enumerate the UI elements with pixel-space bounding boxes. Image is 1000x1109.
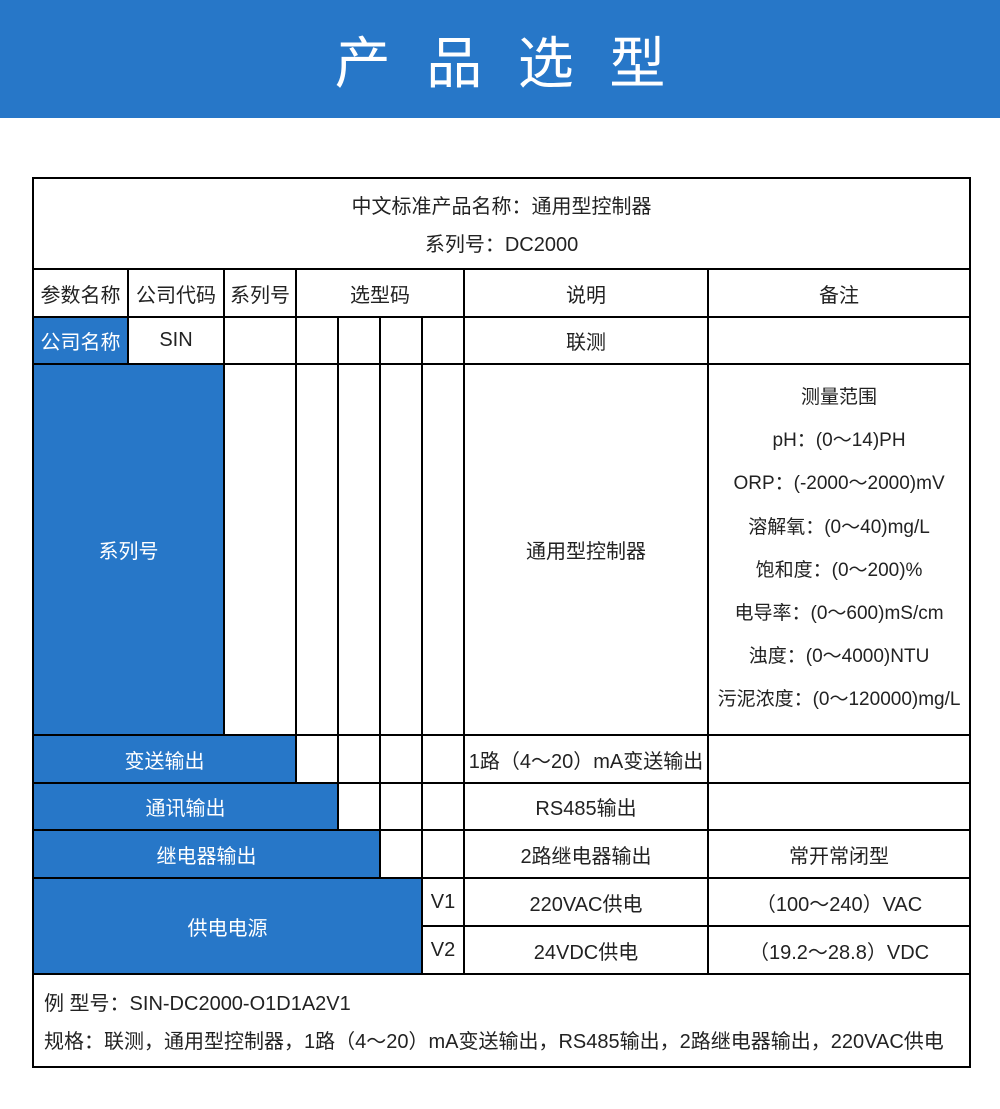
comm-description-cell: RS485输出 [463,782,709,831]
spec-line: 规格：联测，通用型控制器，1路（4～20）mA变送输出，RS485输出，2路继电… [44,1031,944,1054]
company-name-row: 公司名称 SIN 联测 [32,316,972,365]
measurement-range-list: 测量范围 pH：(0～14)PH ORP：(-2000～2000)mV 溶解氧：… [710,367,968,732]
selection-code-empty-cell [379,734,423,784]
footer-row: 例 型号：SIN-DC2000-O1D1A2V1 规格：联测，通用型控制器，1路… [31,973,972,1068]
selection-code-empty-cell [421,316,465,365]
series-remark-cell: 测量范围 pH：(0～14)PH ORP：(-2000～2000)mV 溶解氧：… [706,363,972,736]
measurement-range-orp: ORP：(-2000～2000)mV [733,473,945,495]
relay-output-row: 继电器输出 2路继电器输出 常开常闭型 [32,829,972,879]
table-title-row: 中文标准产品名称：通用型控制器 系列号：DC2000 [31,177,972,270]
selection-code-empty-cell [337,363,381,736]
header-description: 说明 [463,268,709,318]
power-v2-remark-cell: （19.2～28.8）VDC [706,925,972,975]
measurement-range-ph: pH：(0～14)PH [772,430,906,452]
selection-code-empty-cell [421,734,465,784]
measurement-range-sludge: 污泥浓度：(0～120000)mg/L [717,688,961,710]
measurement-range-title: 测量范围 [801,387,878,409]
transmit-description-cell: 1路（4～20）mA变送输出 [463,734,709,784]
selection-code-empty-cell [295,734,339,784]
header-remark: 备注 [706,268,972,318]
relay-description-cell: 2路继电器输出 [463,829,709,879]
selection-code-empty-cell [379,782,423,831]
comm-output-row: 通讯输出 RS485输出 [32,782,972,831]
selection-code-empty-cell [421,829,465,879]
selection-code-empty-cell [379,363,423,736]
power-v1-remark-cell: （100～240）VAC [706,877,972,927]
page-banner: 产 品 选 型 [0,0,1000,118]
company-code-cell: SIN [127,316,225,365]
power-code-v2-cell: V2 [421,925,465,975]
product-name-line: 中文标准产品名称：通用型控制器 [351,196,652,218]
series-label-cell: 系列号 [32,363,225,736]
page-title: 产 品 选 型 [334,31,676,95]
series-code-empty-cell [223,363,297,736]
header-selection-code: 选型码 [295,268,465,318]
selection-code-empty-cell [421,782,465,831]
company-remark-cell [706,316,972,365]
measurement-range-turbidity: 浊度：(0～4000)NTU [748,645,930,667]
transmit-remark-cell [706,734,972,784]
header-row: 参数名称 公司代码 系列号 选型码 说明 备注 [32,268,972,318]
product-selection-table: 中文标准产品名称：通用型控制器 系列号：DC2000 参数名称 公司代码 系列号… [31,177,972,1068]
table-title-cell: 中文标准产品名称：通用型控制器 系列号：DC2000 [31,177,972,270]
comm-output-label-cell: 通讯输出 [32,782,339,831]
series-description-cell: 通用型控制器 [463,363,709,736]
power-code-v1-cell: V1 [421,877,465,927]
series-row: 系列号 通用型控制器 测量范围 pH：(0～14)PH ORP：(-2000～2… [32,363,972,736]
header-series-no: 系列号 [223,268,297,318]
measurement-range-saturation: 饱和度：(0～200)% [755,559,923,581]
company-series-empty-cell [223,316,297,365]
selection-code-empty-cell [337,734,381,784]
comm-remark-cell [706,782,972,831]
power-v2-description-cell: 24VDC供电 [463,925,709,975]
measurement-range-conductivity: 电导率：(0～600)mS/cm [734,602,944,624]
measurement-range-do: 溶解氧：(0～40)mg/L [748,516,930,538]
footer-cell: 例 型号：SIN-DC2000-O1D1A2V1 规格：联测，通用型控制器，1路… [31,973,972,1068]
transmit-output-row: 变送输出 1路（4～20）mA变送输出 [32,734,972,784]
selection-code-empty-cell [337,316,381,365]
company-name-label-cell: 公司名称 [32,316,129,365]
selection-code-empty-cell [337,782,381,831]
selection-code-empty-cell [295,363,339,736]
series-number-line: 系列号：DC2000 [424,234,579,256]
power-v1-description-cell: 220VAC供电 [463,877,709,927]
header-company-code: 公司代码 [127,268,225,318]
transmit-output-label-cell: 变送输出 [32,734,297,784]
header-param-name: 参数名称 [32,268,129,318]
power-supply-row-v2: V2 24VDC供电 （19.2～28.8）VDC [33,925,972,975]
relay-remark-cell: 常开常闭型 [706,829,972,879]
selection-code-empty-cell [421,363,465,736]
relay-output-label-cell: 继电器输出 [32,829,381,879]
power-supply-label-cell: 供电电源 [32,877,423,975]
selection-code-empty-cell [379,829,423,879]
selection-code-empty-cell [295,316,339,365]
company-description-cell: 联测 [463,316,709,365]
selection-code-empty-cell [379,316,423,365]
example-model-line: 例 型号：SIN-DC2000-O1D1A2V1 [44,992,351,1015]
power-supply-row-v1: 供电电源 V1 220VAC供电 （100～240）VAC [32,877,972,975]
